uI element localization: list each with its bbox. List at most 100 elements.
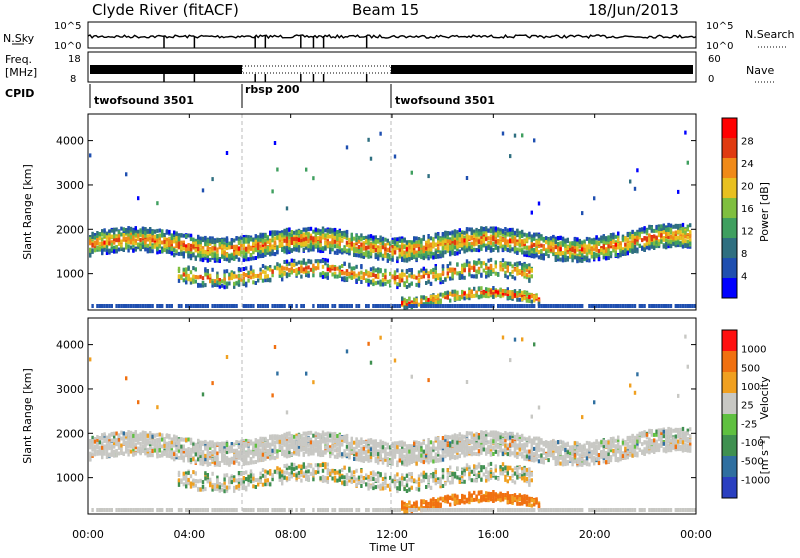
power-cell: [538, 304, 540, 308]
power-cell: [581, 304, 583, 308]
power-cell: [507, 228, 509, 232]
power-cell: [233, 282, 235, 286]
power-cell: [387, 280, 389, 284]
power-cell: [331, 265, 333, 269]
velocity-cell: [180, 450, 182, 454]
nsky-tick-min: 10^0: [54, 41, 81, 52]
power-cell: [370, 248, 372, 252]
power-cell: [257, 304, 259, 308]
power-cell: [322, 265, 324, 269]
power-cell: [401, 239, 403, 243]
power-cell: [449, 251, 451, 255]
power-cell: [178, 274, 180, 278]
power-cell: [509, 290, 511, 294]
power-cell: [545, 240, 547, 244]
power-cell: [406, 240, 408, 244]
power-cell: [502, 258, 504, 262]
station-title: Clyde River (fitACF): [92, 1, 239, 19]
power-cell: [341, 277, 343, 281]
power-cell: [456, 291, 458, 295]
power-cell: [396, 275, 398, 279]
velocity-cell: [101, 433, 103, 437]
power-cell: [413, 244, 415, 248]
power-cell: [583, 255, 585, 259]
power-cell: [322, 304, 324, 308]
power-cell: [298, 238, 300, 242]
velocity-cell: [130, 439, 132, 443]
power-cell: [291, 237, 293, 241]
velocity-cell: [120, 444, 122, 448]
power-cell: [627, 233, 629, 237]
velocity-cell: [187, 471, 189, 475]
power-cell: [687, 228, 689, 232]
power-cell: [485, 287, 487, 291]
power-cell: [523, 251, 525, 255]
power-cell: [223, 246, 225, 250]
power-cell: [567, 239, 569, 243]
power-cell: [456, 245, 458, 249]
velocity-cell: [156, 451, 158, 455]
power-cell: [511, 270, 513, 274]
power-cell: [418, 274, 420, 278]
power-cell: [411, 244, 413, 248]
power-cell: [471, 294, 473, 298]
velocity-cell: [199, 441, 201, 445]
power-cell: [617, 238, 619, 242]
power-cell: [384, 251, 386, 255]
velocity-cell: [99, 451, 101, 455]
power-cell: [355, 238, 357, 242]
power-cell: [255, 256, 257, 260]
power-cell: [192, 266, 194, 270]
power-cell: [509, 296, 511, 300]
power-cell: [216, 257, 218, 261]
power-cell: [334, 232, 336, 236]
power-cell: [430, 248, 432, 252]
power-cell: [411, 275, 413, 279]
velocity-cell: [96, 435, 98, 439]
power-cell: [468, 246, 470, 250]
power-cell: [550, 304, 552, 308]
power-cell: [127, 304, 129, 308]
power-cell: [497, 239, 499, 243]
power-cell: [559, 304, 561, 308]
power-cell: [178, 252, 180, 256]
power-cell: [641, 228, 643, 232]
power-cell: [519, 248, 521, 252]
velocity-cell: [202, 453, 204, 457]
power-cell: [430, 300, 432, 304]
power-cell: [247, 250, 249, 254]
power-cell: [346, 145, 348, 149]
velocity-cell: [132, 445, 134, 449]
power-cell: [463, 268, 465, 272]
power-cell: [463, 276, 465, 280]
power-cell: [91, 235, 93, 239]
power-cell: [130, 227, 132, 231]
power-cell: [269, 243, 271, 247]
power-cell: [531, 234, 533, 238]
power-cell: [634, 187, 636, 191]
power-cell: [641, 304, 643, 308]
power-cell: [286, 249, 288, 253]
power-cell: [480, 304, 482, 308]
velocity-cell: [190, 458, 192, 462]
power-cell: [324, 233, 326, 237]
power-cell: [444, 231, 446, 235]
power-cell: [437, 240, 439, 244]
power-cell: [235, 304, 237, 308]
power-cell: [670, 230, 672, 234]
power-cell: [365, 239, 367, 243]
power-cell: [471, 274, 473, 278]
power-cell: [521, 230, 523, 234]
power-cell: [624, 236, 626, 240]
power-cell: [159, 250, 161, 254]
power-cell: [437, 294, 439, 298]
power-cell: [267, 248, 269, 252]
power-cell: [259, 268, 261, 272]
power-cell: [595, 304, 597, 308]
power-cell: [187, 274, 189, 278]
power-cell: [363, 276, 365, 280]
power-cell: [531, 211, 533, 215]
power-cell: [228, 273, 230, 277]
power-cell: [435, 304, 437, 308]
power-cell: [667, 304, 669, 308]
